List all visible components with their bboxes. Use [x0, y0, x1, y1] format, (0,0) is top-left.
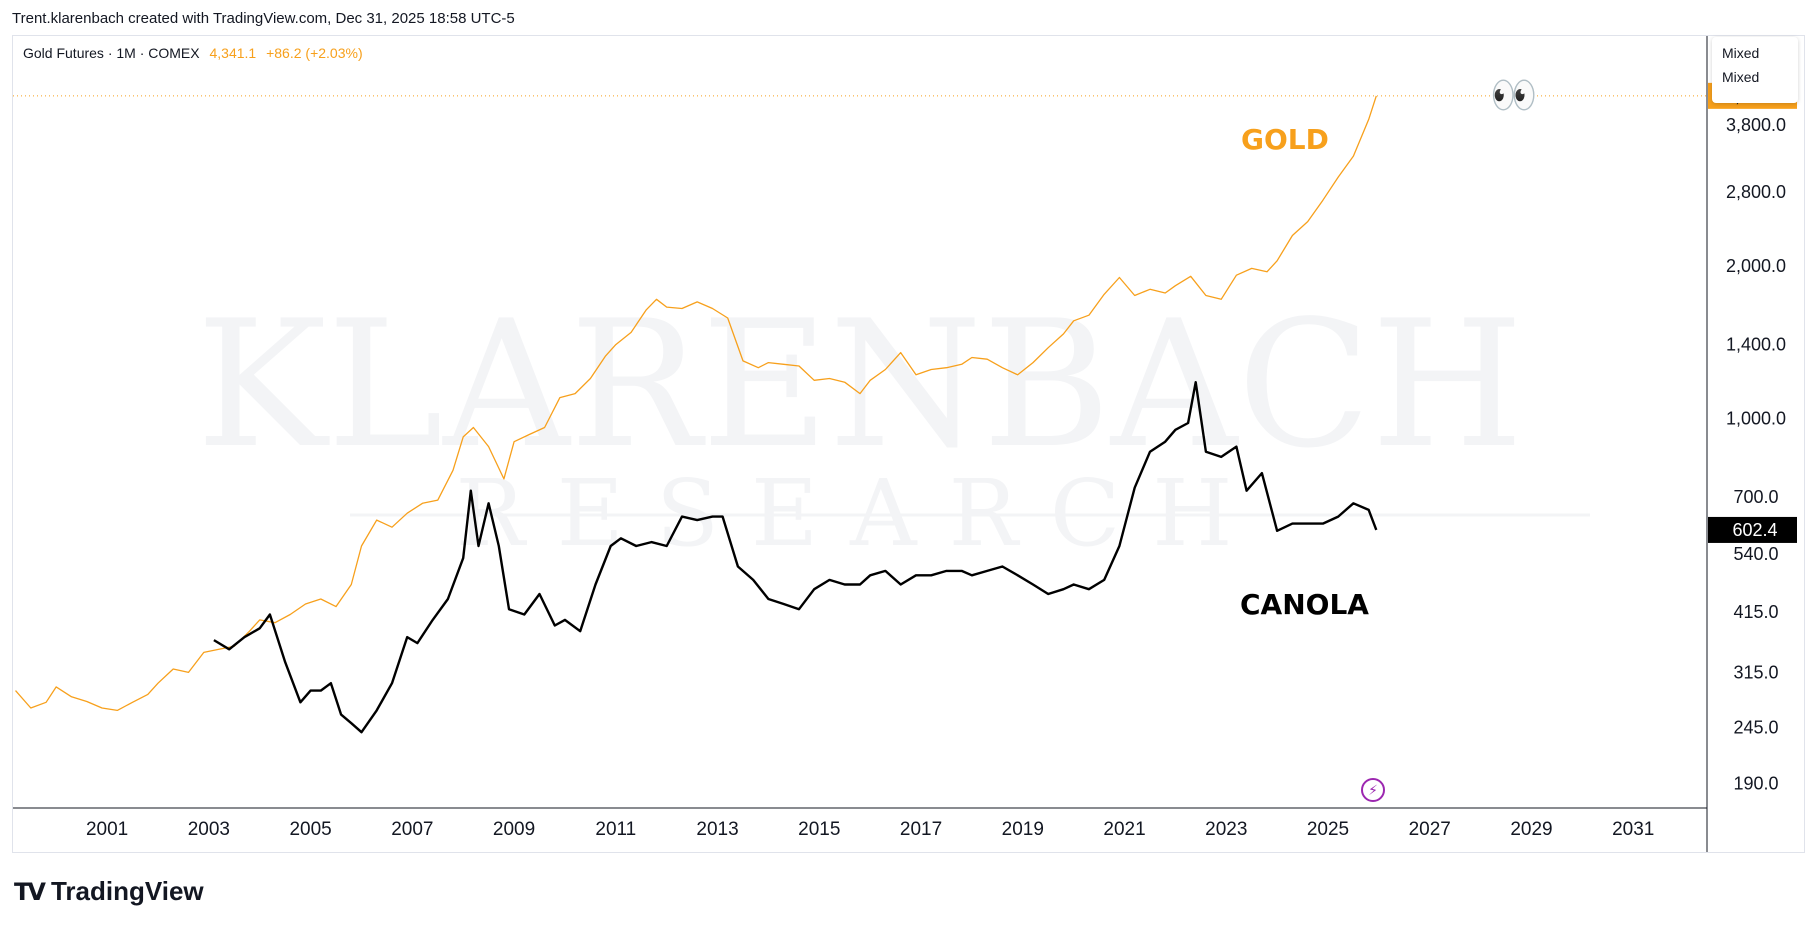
x-tick-label: 2017: [900, 819, 942, 840]
x-tick-label: 2029: [1510, 819, 1552, 840]
x-tick-label: 2023: [1205, 819, 1247, 840]
scale-mode-panel[interactable]: Mixed Mixed: [1712, 37, 1798, 103]
eyes-icon: 👀: [1490, 75, 1538, 117]
scale-mode-option[interactable]: Mixed: [1722, 69, 1760, 85]
y-tick-label: 415.0: [1733, 602, 1778, 622]
attribution-text: Trent.klarenbach created with TradingVie…: [12, 10, 515, 27]
canola-series-line[interactable]: [213, 381, 1378, 734]
canola-annotation: CANOLA: [1240, 588, 1369, 621]
y-tick-label: 2,800.0: [1726, 182, 1786, 202]
x-tick-label: 2001: [86, 819, 128, 840]
x-tick-label: 2025: [1307, 819, 1349, 840]
legend-symbol[interactable]: Gold Futures · 1M · COMEX: [23, 45, 200, 61]
x-tick-label: 2019: [1002, 819, 1044, 840]
y-tick-label: 190.0: [1733, 774, 1778, 794]
x-tick-label: 2011: [595, 819, 636, 840]
y-tick-label: 2,000.0: [1726, 256, 1786, 276]
chart-frame[interactable]: [12, 35, 1805, 853]
y-tick-label: 1,000.0: [1726, 409, 1786, 429]
y-tick-label: 1,400.0: [1726, 335, 1786, 355]
y-tick-label: 315.0: [1733, 662, 1778, 682]
x-tick-label: 2007: [391, 819, 433, 840]
tradingview-mark-icon: TV: [14, 877, 46, 906]
gold-annotation: GOLD: [1241, 123, 1329, 156]
x-tick-label: 2027: [1409, 819, 1451, 840]
legend-price: 4,341.1: [209, 45, 257, 61]
watermark-text: KLARENBACH: [196, 284, 1523, 487]
x-tick-label: 2003: [188, 819, 230, 840]
x-tick-label: 2013: [696, 819, 738, 840]
scale-mode-option[interactable]: Mixed: [1722, 45, 1760, 61]
y-tick-label: 3,800.0: [1726, 115, 1786, 135]
x-tick-label: 2005: [289, 819, 331, 840]
legend-change: +86.2 (+2.03%): [266, 45, 363, 61]
y-tick-label: 245.0: [1733, 718, 1778, 738]
x-tick-label: 2015: [798, 819, 840, 840]
tradingview-logo[interactable]: TV TradingView: [14, 876, 204, 907]
x-tick-label: 2031: [1612, 819, 1654, 840]
gold-series-line[interactable]: [15, 95, 1377, 712]
canola-last-price-tag: [1708, 516, 1797, 543]
x-tick-label: 2009: [493, 819, 535, 840]
x-tick-label: 2021: [1103, 819, 1145, 840]
canola-last-price-label: 602.4: [1732, 520, 1777, 540]
legend[interactable]: Gold Futures · 1M · COMEX 4,341.1 +86.2 …: [23, 45, 363, 61]
y-tick-label: 540.0: [1733, 544, 1778, 564]
y-tick-label: 700.0: [1733, 487, 1778, 507]
flash-icon[interactable]: ⚡: [1361, 778, 1385, 802]
brand-name: TradingView: [50, 876, 204, 906]
